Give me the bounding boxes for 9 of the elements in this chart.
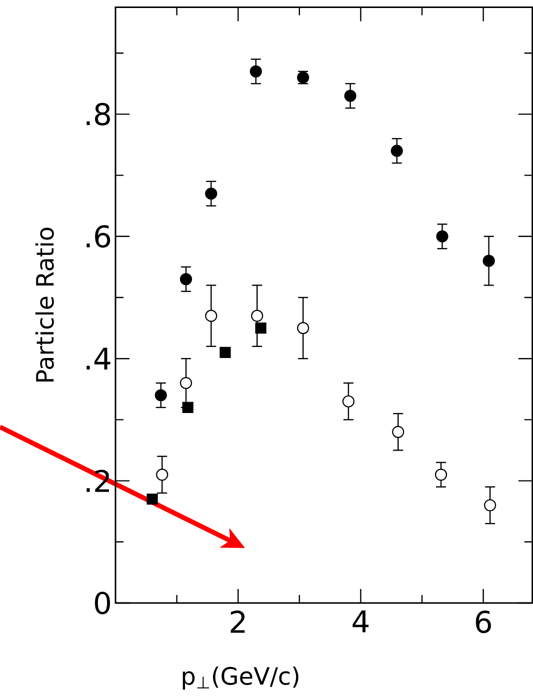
y-tick-label: 0 [94, 592, 110, 614]
y-axis-title: Particle Ratio [35, 228, 54, 382]
y-tick-label: .6 [86, 225, 110, 248]
y-tick-label: .4 [86, 348, 110, 370]
x-tick-label: 4 [352, 610, 369, 632]
x-axis-title: p$_{⊥}$(GeV/c) [182, 666, 298, 690]
y-tick-label: .8 [86, 102, 110, 126]
x-tick-label: 6 [476, 610, 491, 634]
x-tick-label: 2 [230, 610, 245, 633]
